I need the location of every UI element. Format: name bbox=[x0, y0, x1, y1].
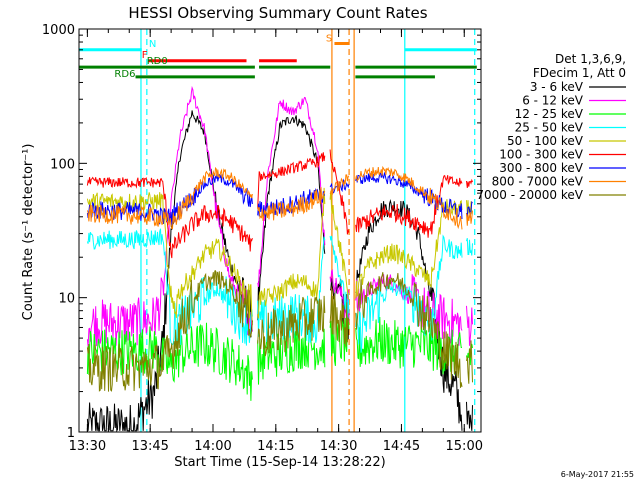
series-line-5 bbox=[86, 149, 473, 259]
y-axis: 1 10 100 1000 bbox=[42, 23, 481, 441]
x-tick-label-1: 13:45 bbox=[131, 439, 168, 454]
x-tick-label-6: 15:00 bbox=[446, 439, 483, 454]
legend: Det 1,3,6,9, FDecim 1, Att 0 3 - 6 keV6 … bbox=[476, 52, 626, 202]
series-line-7 bbox=[86, 165, 473, 230]
legend-label-6: 300 - 800 keV bbox=[499, 161, 583, 175]
legend-label-5: 100 - 300 keV bbox=[499, 148, 583, 162]
legend-label-8: 7000 - 20000 keV bbox=[476, 188, 583, 202]
series-layer bbox=[86, 85, 473, 432]
x-axis: 13:30 13:45 14:00 14:15 14:30 14:45 15:00 bbox=[69, 29, 483, 454]
legend-label-4: 50 - 100 keV bbox=[507, 134, 584, 148]
legend-label-3: 25 - 50 keV bbox=[515, 121, 584, 135]
y-tick-label-0: 1 bbox=[67, 426, 75, 441]
x-tick-label-5: 14:45 bbox=[383, 439, 420, 454]
x-tick-label-0: 13:30 bbox=[69, 439, 106, 454]
legend-label-1: 6 - 12 keV bbox=[522, 94, 584, 108]
legend-label-2: 12 - 25 keV bbox=[515, 107, 584, 121]
x-axis-label: Start Time (15-Sep-14 13:28:22) bbox=[174, 455, 385, 470]
footer-date: 6-May-2017 21:55 bbox=[561, 470, 634, 479]
y-tick-label-2: 100 bbox=[50, 157, 75, 172]
series-line-4 bbox=[86, 187, 473, 326]
y-tick-label-3: 1000 bbox=[42, 23, 75, 38]
legend-header-2: FDecim 1, Att 0 bbox=[533, 66, 626, 80]
plot-frame bbox=[78, 28, 482, 433]
flag-label-rd6: RD6 bbox=[114, 69, 135, 80]
flag-label-n: N bbox=[149, 39, 156, 50]
series-line-1 bbox=[86, 85, 473, 347]
x-tick-label-2: 14:00 bbox=[194, 439, 231, 454]
legend-label-0: 3 - 6 keV bbox=[530, 80, 584, 94]
flag-label-s: S bbox=[326, 33, 332, 44]
x-tick-label-4: 14:30 bbox=[320, 439, 357, 454]
x-tick-label-3: 14:15 bbox=[257, 439, 294, 454]
chart-title: HESSI Observing Summary Count Rates bbox=[128, 4, 427, 22]
flag-label-f: F bbox=[142, 50, 148, 61]
flag-label-rd0: RD0 bbox=[147, 56, 168, 67]
series-line-6 bbox=[86, 171, 473, 225]
y-axis-label: Count Rate (s⁻¹ detector⁻¹) bbox=[21, 144, 36, 321]
flag-bars: NF S RD0 RD6 bbox=[79, 33, 477, 80]
legend-header-1: Det 1,3,6,9, bbox=[555, 52, 626, 66]
y-tick-label-1: 10 bbox=[58, 292, 75, 307]
series-line-8 bbox=[86, 270, 473, 392]
legend-label-7: 800 - 7000 keV bbox=[492, 175, 584, 189]
